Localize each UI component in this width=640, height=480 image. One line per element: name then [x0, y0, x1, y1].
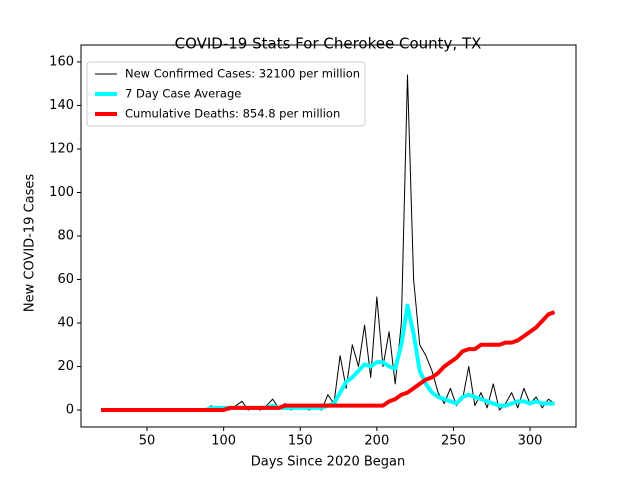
y-tick-label: 20 — [57, 359, 74, 374]
legend-label: 7 Day Case Average — [125, 87, 241, 101]
y-tick-label: 60 — [57, 272, 74, 287]
chart-title: COVID-19 Stats For Cherokee County, TX — [175, 35, 482, 53]
x-tick-label: 300 — [518, 434, 543, 449]
x-tick-label: 250 — [441, 434, 466, 449]
x-tick-label: 200 — [364, 434, 389, 449]
y-tick-label: 140 — [49, 98, 74, 113]
x-tick-label: 100 — [211, 434, 236, 449]
y-tick-label: 120 — [49, 141, 74, 156]
y-tick-label: 160 — [49, 54, 74, 69]
data-line — [101, 310, 556, 413]
legend-label: Cumulative Deaths: 854.8 per million — [125, 107, 340, 121]
y-tick-label: 0 — [66, 403, 74, 418]
y-tick-label: 100 — [49, 185, 74, 200]
x-axis-label: Days Since 2020 Began — [251, 455, 406, 470]
legend-label: New Confirmed Cases: 32100 per million — [125, 67, 360, 81]
x-tick-label: 50 — [139, 434, 156, 449]
y-axis-label: New COVID-19 Cases — [23, 174, 38, 312]
y-tick-label: 80 — [57, 229, 74, 244]
x-tick-label: 150 — [288, 434, 313, 449]
y-tick-label: 40 — [57, 316, 74, 331]
legend-box — [86, 61, 366, 127]
